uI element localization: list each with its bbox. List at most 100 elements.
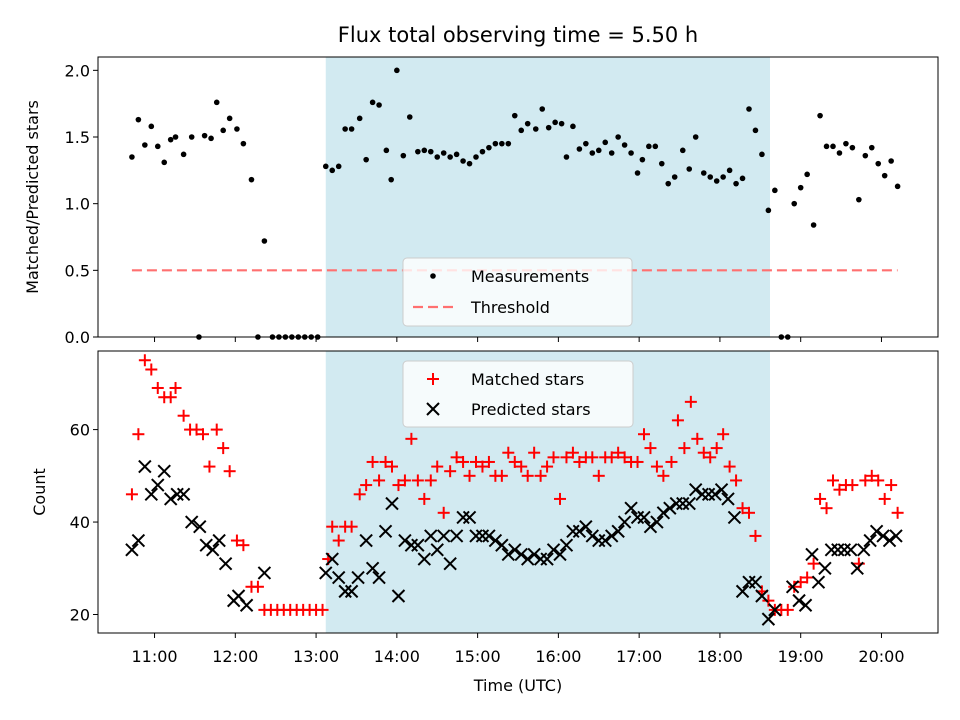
measurement-point	[172, 134, 179, 140]
matched-point	[691, 432, 704, 445]
matched-point	[528, 446, 541, 459]
measurement-point	[772, 187, 778, 194]
predicted-point	[488, 533, 503, 548]
matched-point	[138, 354, 151, 367]
matched-point	[644, 442, 657, 455]
measurement-point	[180, 151, 187, 158]
measurement-point	[505, 140, 512, 147]
measurement-point	[148, 123, 155, 130]
predicted-point	[319, 566, 333, 580]
top-y-axis-label: Matched/Predicted stars	[23, 100, 42, 294]
predicted-point	[856, 543, 871, 557]
measurement-point	[440, 150, 447, 156]
matched-point	[326, 520, 339, 533]
measurement-point	[671, 174, 678, 180]
predicted-point	[125, 543, 139, 557]
matched-point	[521, 469, 534, 482]
matched-point	[865, 469, 878, 482]
predicted-point	[257, 566, 272, 580]
measurement-point	[615, 134, 621, 140]
measurement-point	[583, 140, 589, 147]
measurement-point	[608, 150, 615, 156]
top-plot-frame	[97, 56, 939, 338]
matched-point	[657, 469, 670, 482]
matched-point	[878, 492, 891, 505]
predicted-point	[656, 506, 671, 520]
bottom-y-axis-label: Count	[30, 468, 49, 516]
y-tick-label: 0.5	[65, 261, 90, 280]
matched-point	[618, 451, 631, 464]
predicted-point	[624, 501, 638, 515]
predicted-point	[533, 552, 548, 566]
matched-points	[125, 354, 904, 616]
predicted-point	[742, 575, 756, 589]
y-tick-label: 60	[70, 421, 90, 440]
predicted-point	[889, 529, 903, 543]
matched-point	[502, 446, 515, 459]
measurement-point	[188, 134, 195, 140]
measurement-point	[791, 200, 798, 207]
predicted-point	[735, 584, 750, 599]
predicted-point	[617, 515, 632, 529]
predicted-point	[844, 543, 858, 557]
predicted-point	[462, 510, 477, 525]
bottom-x-ticks: 11:00 12:00 13:00 14:00 15:00 16:00 17:00 18:00…	[131, 633, 905, 666]
measurement-point	[213, 99, 220, 106]
y-tick-label: 2.0	[65, 61, 90, 80]
predicted-point	[559, 538, 574, 552]
bottom-y-ticks: 20 40 60	[70, 421, 98, 625]
measurement-point	[460, 158, 466, 164]
bottom-legend-box	[402, 360, 634, 428]
matched-point	[730, 474, 743, 487]
matched-point	[859, 474, 872, 487]
predicted-point	[338, 584, 352, 599]
x-tick-label: 20:00	[858, 647, 904, 666]
measurement-point	[830, 143, 836, 150]
matched-point	[807, 557, 820, 570]
measurement-point	[628, 150, 634, 156]
predicted-point	[811, 575, 826, 589]
matched-point	[332, 534, 345, 547]
matched-point	[631, 455, 644, 468]
matched-point	[125, 488, 138, 501]
matched-point	[781, 603, 794, 616]
y-tick-label: 1.5	[65, 128, 90, 147]
measurement-point	[394, 67, 400, 74]
measurement-point	[466, 160, 473, 167]
predicted-point	[798, 598, 813, 612]
bottom-plot-frame	[97, 350, 939, 634]
matched-point	[872, 474, 885, 487]
measurement-point	[888, 158, 894, 164]
measurement-point	[348, 126, 355, 132]
measurement-point	[875, 160, 882, 167]
predicted-point	[199, 538, 213, 552]
predicted-point	[566, 524, 580, 539]
matched-point	[827, 474, 839, 487]
matched-point	[541, 460, 554, 473]
measurement-point	[545, 124, 552, 131]
measurement-point	[383, 147, 390, 154]
measurement-point	[570, 123, 576, 130]
measurement-point	[817, 112, 823, 119]
measurement-point	[558, 120, 565, 127]
predicted-point	[572, 524, 587, 539]
measurement-point	[356, 115, 363, 122]
measurement-point	[342, 126, 348, 132]
measurement-point	[322, 163, 329, 170]
matched-point	[515, 460, 528, 473]
predicted-point	[792, 593, 806, 608]
measurement-point	[881, 172, 888, 179]
measurement-point	[639, 156, 646, 163]
matched-point	[476, 460, 489, 473]
matched-point	[177, 409, 190, 422]
measurement-point	[261, 238, 268, 244]
measurement-point	[511, 112, 518, 119]
predicted-point	[520, 552, 535, 566]
y-tick-label: 1.0	[65, 195, 90, 214]
top-legend-box	[402, 257, 633, 327]
matched-point	[230, 534, 243, 547]
predicted-point	[469, 529, 483, 543]
measurement-point	[726, 167, 733, 174]
measurement-point	[797, 184, 804, 191]
measurement-point	[518, 127, 525, 134]
